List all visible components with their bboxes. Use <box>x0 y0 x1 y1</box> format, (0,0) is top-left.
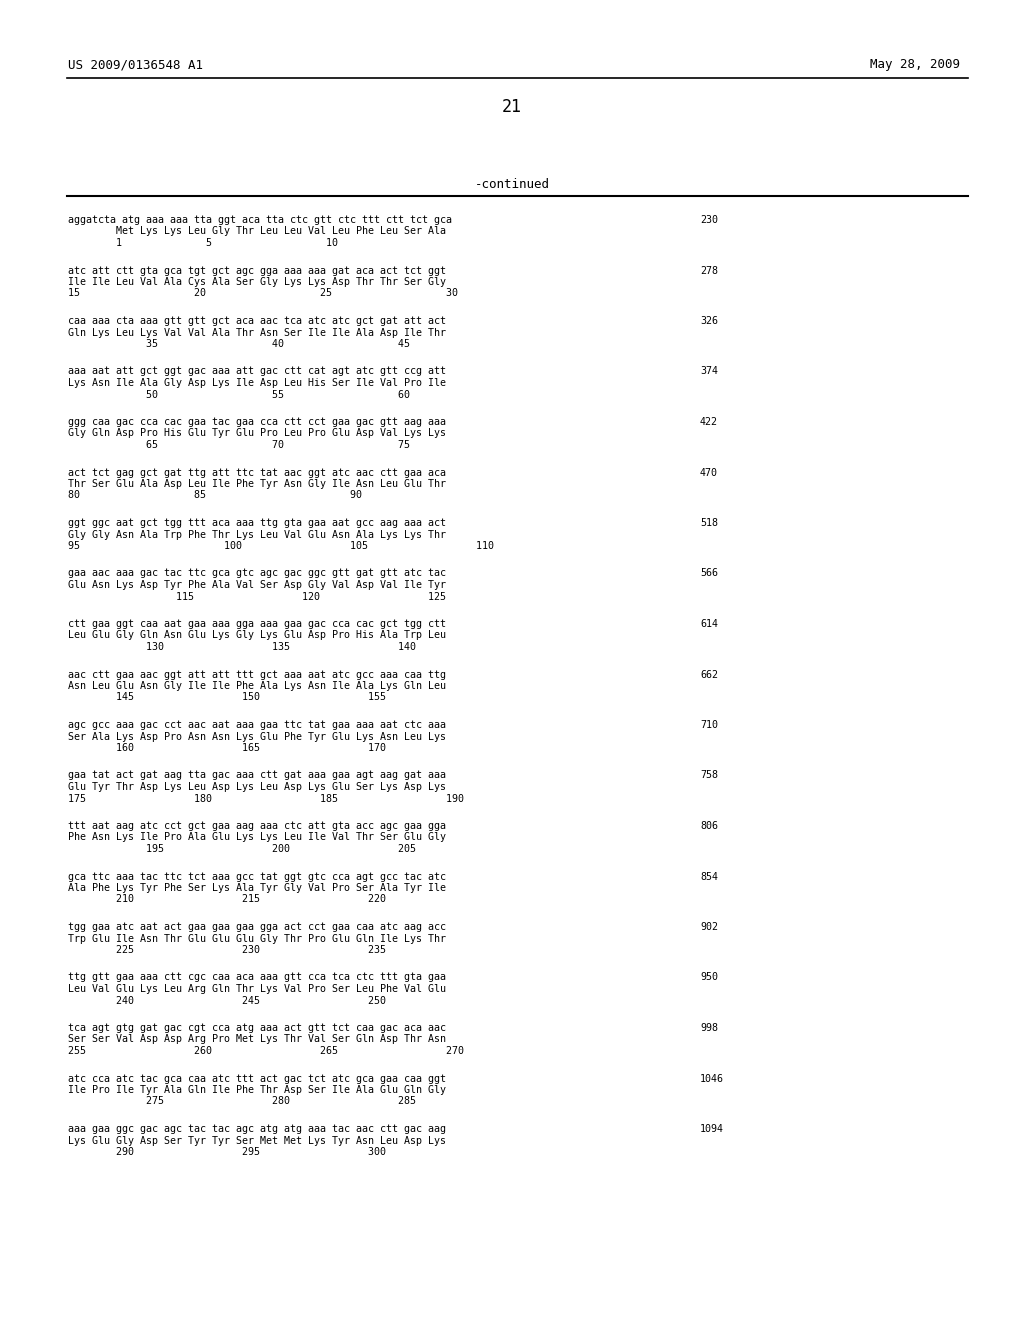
Text: US 2009/0136548 A1: US 2009/0136548 A1 <box>68 58 203 71</box>
Text: 902: 902 <box>700 921 718 932</box>
Text: 566: 566 <box>700 569 718 578</box>
Text: 240                  245                  250: 240 245 250 <box>68 995 386 1006</box>
Text: 758: 758 <box>700 771 718 780</box>
Text: 950: 950 <box>700 973 718 982</box>
Text: Lys Asn Ile Ala Gly Asp Lys Ile Asp Leu His Ser Ile Val Pro Ile: Lys Asn Ile Ala Gly Asp Lys Ile Asp Leu … <box>68 378 446 388</box>
Text: 115                  120                  125: 115 120 125 <box>68 591 446 602</box>
Text: 290                  295                  300: 290 295 300 <box>68 1147 386 1158</box>
Text: Ile Pro Ile Tyr Ala Gln Ile Phe Thr Asp Ser Ile Ala Glu Gln Gly: Ile Pro Ile Tyr Ala Gln Ile Phe Thr Asp … <box>68 1085 446 1096</box>
Text: 1              5                   10: 1 5 10 <box>68 238 338 248</box>
Text: 806: 806 <box>700 821 718 832</box>
Text: 422: 422 <box>700 417 718 426</box>
Text: tca agt gtg gat gac cgt cca atg aaa act gtt tct caa gac aca aac: tca agt gtg gat gac cgt cca atg aaa act … <box>68 1023 446 1034</box>
Text: act tct gag gct gat ttg att ttc tat aac ggt atc aac ctt gaa aca: act tct gag gct gat ttg att ttc tat aac … <box>68 467 446 478</box>
Text: 65                   70                   75: 65 70 75 <box>68 440 410 450</box>
Text: 80                   85                        90: 80 85 90 <box>68 491 362 500</box>
Text: Glu Asn Lys Asp Tyr Phe Ala Val Ser Asp Gly Val Asp Val Ile Tyr: Glu Asn Lys Asp Tyr Phe Ala Val Ser Asp … <box>68 579 446 590</box>
Text: ctt gaa ggt caa aat gaa aaa gga aaa gaa gac cca cac gct tgg ctt: ctt gaa ggt caa aat gaa aaa gga aaa gaa … <box>68 619 446 630</box>
Text: 662: 662 <box>700 669 718 680</box>
Text: 50                   55                   60: 50 55 60 <box>68 389 410 400</box>
Text: Leu Glu Gly Gln Asn Glu Lys Gly Lys Glu Asp Pro His Ala Trp Leu: Leu Glu Gly Gln Asn Glu Lys Gly Lys Glu … <box>68 631 446 640</box>
Text: ggt ggc aat gct tgg ttt aca aaa ttg gta gaa aat gcc aag aaa act: ggt ggc aat gct tgg ttt aca aaa ttg gta … <box>68 517 446 528</box>
Text: aaa gaa ggc gac agc tac tac agc atg atg aaa tac aac ctt gac aag: aaa gaa ggc gac agc tac tac agc atg atg … <box>68 1125 446 1134</box>
Text: Ser Ala Lys Asp Pro Asn Asn Lys Glu Phe Tyr Glu Lys Asn Leu Lys: Ser Ala Lys Asp Pro Asn Asn Lys Glu Phe … <box>68 731 446 742</box>
Text: 21: 21 <box>502 98 522 116</box>
Text: Trp Glu Ile Asn Thr Glu Glu Glu Gly Thr Pro Glu Gln Ile Lys Thr: Trp Glu Ile Asn Thr Glu Glu Glu Gly Thr … <box>68 933 446 944</box>
Text: 225                  230                  235: 225 230 235 <box>68 945 386 954</box>
Text: caa aaa cta aaa gtt gtt gct aca aac tca atc atc gct gat att act: caa aaa cta aaa gtt gtt gct aca aac tca … <box>68 315 446 326</box>
Text: agc gcc aaa gac cct aac aat aaa gaa ttc tat gaa aaa aat ctc aaa: agc gcc aaa gac cct aac aat aaa gaa ttc … <box>68 719 446 730</box>
Text: -continued: -continued <box>474 178 550 191</box>
Text: gaa tat act gat aag tta gac aaa ctt gat aaa gaa agt aag gat aaa: gaa tat act gat aag tta gac aaa ctt gat … <box>68 771 446 780</box>
Text: 710: 710 <box>700 719 718 730</box>
Text: Leu Val Glu Lys Leu Arg Gln Thr Lys Val Pro Ser Leu Phe Val Glu: Leu Val Glu Lys Leu Arg Gln Thr Lys Val … <box>68 983 446 994</box>
Text: Gln Lys Leu Lys Val Val Ala Thr Asn Ser Ile Ile Ala Asp Ile Thr: Gln Lys Leu Lys Val Val Ala Thr Asn Ser … <box>68 327 446 338</box>
Text: May 28, 2009: May 28, 2009 <box>870 58 961 71</box>
Text: Thr Ser Glu Ala Asp Leu Ile Phe Tyr Asn Gly Ile Asn Leu Glu Thr: Thr Ser Glu Ala Asp Leu Ile Phe Tyr Asn … <box>68 479 446 488</box>
Text: gaa aac aaa gac tac ttc gca gtc agc gac ggc gtt gat gtt atc tac: gaa aac aaa gac tac ttc gca gtc agc gac … <box>68 569 446 578</box>
Text: 278: 278 <box>700 265 718 276</box>
Text: ttg gtt gaa aaa ctt cgc caa aca aaa gtt cca tca ctc ttt gta gaa: ttg gtt gaa aaa ctt cgc caa aca aaa gtt … <box>68 973 446 982</box>
Text: tgg gaa atc aat act gaa gaa gaa gga act cct gaa caa atc aag acc: tgg gaa atc aat act gaa gaa gaa gga act … <box>68 921 446 932</box>
Text: Gly Gln Asp Pro His Glu Tyr Glu Pro Leu Pro Glu Asp Val Lys Lys: Gly Gln Asp Pro His Glu Tyr Glu Pro Leu … <box>68 429 446 438</box>
Text: 255                  260                  265                  270: 255 260 265 270 <box>68 1045 464 1056</box>
Text: aac ctt gaa aac ggt att att ttt gct aaa aat atc gcc aaa caa ttg: aac ctt gaa aac ggt att att ttt gct aaa … <box>68 669 446 680</box>
Text: 326: 326 <box>700 315 718 326</box>
Text: 195                  200                  205: 195 200 205 <box>68 843 416 854</box>
Text: 374: 374 <box>700 367 718 376</box>
Text: ggg caa gac cca cac gaa tac gaa cca ctt cct gaa gac gtt aag aaa: ggg caa gac cca cac gaa tac gaa cca ctt … <box>68 417 446 426</box>
Text: 35                   40                   45: 35 40 45 <box>68 339 410 348</box>
Text: 145                  150                  155: 145 150 155 <box>68 693 386 702</box>
Text: Lys Glu Gly Asp Ser Tyr Tyr Ser Met Met Lys Tyr Asn Leu Asp Lys: Lys Glu Gly Asp Ser Tyr Tyr Ser Met Met … <box>68 1135 446 1146</box>
Text: 95                        100                  105                  110: 95 100 105 110 <box>68 541 494 550</box>
Text: Phe Asn Lys Ile Pro Ala Glu Lys Lys Leu Ile Val Thr Ser Glu Gly: Phe Asn Lys Ile Pro Ala Glu Lys Lys Leu … <box>68 833 446 842</box>
Text: Glu Tyr Thr Asp Lys Leu Asp Lys Leu Asp Lys Glu Ser Lys Asp Lys: Glu Tyr Thr Asp Lys Leu Asp Lys Leu Asp … <box>68 781 446 792</box>
Text: Ser Ser Val Asp Asp Arg Pro Met Lys Thr Val Ser Gln Asp Thr Asn: Ser Ser Val Asp Asp Arg Pro Met Lys Thr … <box>68 1035 446 1044</box>
Text: atc att ctt gta gca tgt gct agc gga aaa aaa gat aca act tct ggt: atc att ctt gta gca tgt gct agc gga aaa … <box>68 265 446 276</box>
Text: Ala Phe Lys Tyr Phe Ser Lys Ala Tyr Gly Val Pro Ser Ala Tyr Ile: Ala Phe Lys Tyr Phe Ser Lys Ala Tyr Gly … <box>68 883 446 894</box>
Text: Asn Leu Glu Asn Gly Ile Ile Phe Ala Lys Asn Ile Ala Lys Gln Leu: Asn Leu Glu Asn Gly Ile Ile Phe Ala Lys … <box>68 681 446 690</box>
Text: 854: 854 <box>700 871 718 882</box>
Text: aggatcta atg aaa aaa tta ggt aca tta ctc gtt ctc ttt ctt tct gca: aggatcta atg aaa aaa tta ggt aca tta ctc… <box>68 215 452 224</box>
Text: gca ttc aaa tac ttc tct aaa gcc tat ggt gtc cca agt gcc tac atc: gca ttc aaa tac ttc tct aaa gcc tat ggt … <box>68 871 446 882</box>
Text: 275                  280                  285: 275 280 285 <box>68 1097 416 1106</box>
Text: 210                  215                  220: 210 215 220 <box>68 895 386 904</box>
Text: 160                  165                  170: 160 165 170 <box>68 743 386 752</box>
Text: Gly Gly Asn Ala Trp Phe Thr Lys Leu Val Glu Asn Ala Lys Lys Thr: Gly Gly Asn Ala Trp Phe Thr Lys Leu Val … <box>68 529 446 540</box>
Text: 130                  135                  140: 130 135 140 <box>68 642 416 652</box>
Text: atc cca atc tac gca caa atc ttt act gac tct atc gca gaa caa ggt: atc cca atc tac gca caa atc ttt act gac … <box>68 1073 446 1084</box>
Text: 1046: 1046 <box>700 1073 724 1084</box>
Text: 1094: 1094 <box>700 1125 724 1134</box>
Text: Met Lys Lys Leu Gly Thr Leu Leu Val Leu Phe Leu Ser Ala: Met Lys Lys Leu Gly Thr Leu Leu Val Leu … <box>68 227 446 236</box>
Text: 998: 998 <box>700 1023 718 1034</box>
Text: 470: 470 <box>700 467 718 478</box>
Text: 518: 518 <box>700 517 718 528</box>
Text: aaa aat att gct ggt gac aaa att gac ctt cat agt atc gtt ccg att: aaa aat att gct ggt gac aaa att gac ctt … <box>68 367 446 376</box>
Text: 175                  180                  185                  190: 175 180 185 190 <box>68 793 464 804</box>
Text: ttt aat aag atc cct gct gaa aag aaa ctc att gta acc agc gaa gga: ttt aat aag atc cct gct gaa aag aaa ctc … <box>68 821 446 832</box>
Text: 15                   20                   25                   30: 15 20 25 30 <box>68 289 458 298</box>
Text: 230: 230 <box>700 215 718 224</box>
Text: Ile Ile Leu Val Ala Cys Ala Ser Gly Lys Lys Asp Thr Thr Ser Gly: Ile Ile Leu Val Ala Cys Ala Ser Gly Lys … <box>68 277 446 286</box>
Text: 614: 614 <box>700 619 718 630</box>
